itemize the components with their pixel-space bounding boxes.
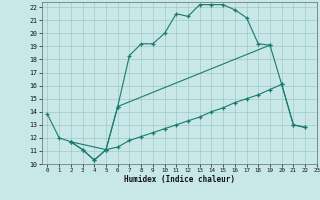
X-axis label: Humidex (Indice chaleur): Humidex (Indice chaleur): [124, 175, 235, 184]
